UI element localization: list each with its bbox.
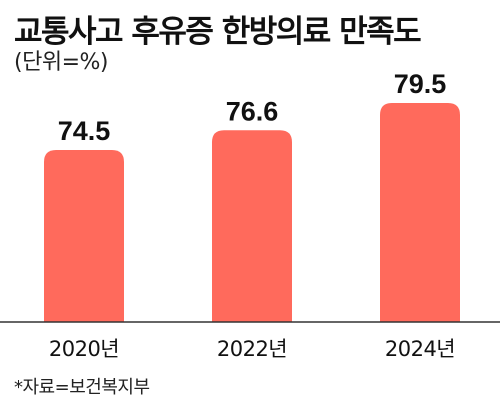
chart-title: 교통사고 후유증 한방의료 만족도 xyxy=(14,14,422,50)
x-tick-label: 2022년 xyxy=(217,337,287,361)
bar-value-label: 74.5 xyxy=(58,116,111,146)
x-tick-label: 2024년 xyxy=(385,337,455,361)
bar-0 xyxy=(44,150,124,322)
unit-label: (단위=%) xyxy=(14,50,108,75)
bar-1 xyxy=(212,130,292,322)
bar-value-label: 76.6 xyxy=(226,96,279,126)
x-axis-ticks: 2020년 2022년 2024년 xyxy=(49,337,456,361)
bar-value-label: 79.5 xyxy=(394,69,447,99)
bar-2 xyxy=(380,103,460,322)
bars-group: 74.5 76.6 79.5 xyxy=(44,69,460,322)
x-tick-label: 2020년 xyxy=(49,337,119,361)
source-note: *자료=보건복지부 xyxy=(14,377,150,398)
